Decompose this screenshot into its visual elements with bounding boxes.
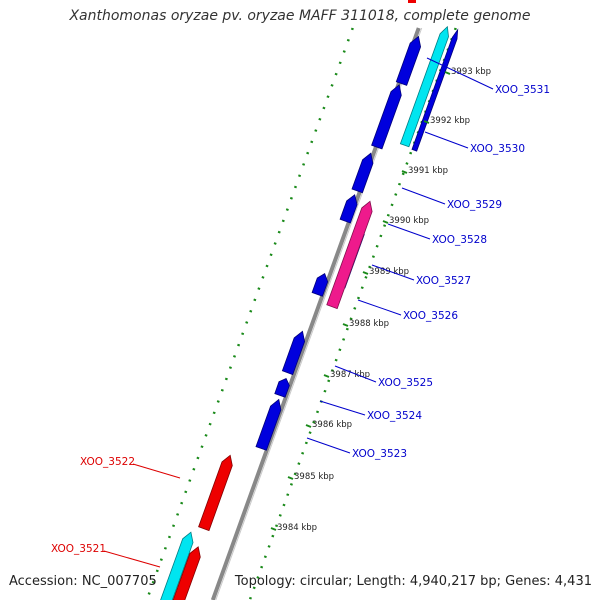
gene-arrow bbox=[339, 194, 358, 224]
gene-arrow bbox=[198, 454, 233, 532]
gene-label: XOO_3525 bbox=[378, 377, 433, 389]
gene-label-leader bbox=[371, 264, 415, 281]
gene-label-leader bbox=[401, 187, 446, 205]
gene-arrow bbox=[255, 398, 282, 451]
gene-label: XOO_3530 bbox=[470, 143, 525, 155]
gene-arrow bbox=[172, 546, 201, 600]
gene-label-leader bbox=[426, 57, 494, 90]
kbp-tick bbox=[423, 120, 430, 124]
kbp-scale-label: 3985 kbp bbox=[294, 472, 334, 482]
gene-label: XOO_3526 bbox=[403, 310, 458, 322]
gene-label-leader bbox=[319, 400, 366, 416]
outer-tick-line bbox=[248, 27, 457, 600]
gene-arrow bbox=[311, 273, 329, 297]
gene-label-leader bbox=[306, 437, 351, 454]
gene-label-leader bbox=[387, 223, 431, 240]
gene-label-leader bbox=[334, 365, 377, 383]
kbp-scale-label: 3990 kbp bbox=[389, 216, 429, 226]
kbp-scale-label: 3986 kbp bbox=[312, 420, 352, 430]
kbp-tick bbox=[305, 424, 312, 428]
topology-label: Topology: circular; Length: 4,940,217 bp… bbox=[234, 574, 592, 589]
accession-label: Accession: NC_007705 bbox=[9, 574, 157, 589]
gene-arrow bbox=[326, 200, 373, 310]
map-title: Xanthomonas oryzae pv. oryzae MAFF 31101… bbox=[69, 8, 531, 24]
gene-label: XOO_3529 bbox=[447, 199, 502, 211]
gene-label-leader bbox=[424, 131, 469, 149]
gene-label: XOO_3521 bbox=[51, 543, 106, 555]
gene-arrow bbox=[399, 25, 449, 148]
gene-arrow bbox=[411, 28, 459, 152]
gene-arrow bbox=[371, 84, 402, 150]
gene-label: XOO_3523 bbox=[352, 448, 407, 460]
kbp-scale-label: 3987 kbp bbox=[330, 370, 370, 380]
gene-label: XOO_3531 bbox=[495, 84, 550, 96]
kbp-tick bbox=[323, 374, 330, 378]
kbp-tick bbox=[362, 271, 369, 275]
kbp-tick bbox=[401, 170, 408, 174]
gene-label: XOO_3528 bbox=[432, 234, 487, 246]
gene-label-leader bbox=[103, 550, 161, 568]
gene-label-leader bbox=[357, 299, 402, 316]
kbp-scale-label: 3989 kbp bbox=[369, 267, 409, 277]
gene-label: XOO_3524 bbox=[367, 410, 422, 422]
kbp-scale-label: 3992 kbp bbox=[430, 116, 470, 126]
kbp-tick bbox=[287, 476, 294, 480]
gene-arrow-fragment bbox=[408, 0, 416, 3]
kbp-scale-label: 3993 kbp bbox=[451, 67, 491, 77]
kbp-scale-label: 3984 kbp bbox=[277, 523, 317, 533]
gene-arrow bbox=[395, 35, 422, 86]
kbp-tick bbox=[342, 323, 349, 327]
kbp-tick bbox=[270, 527, 277, 531]
gene-label: XOO_3527 bbox=[416, 275, 471, 287]
kbp-tick bbox=[444, 71, 451, 75]
kbp-scale-label: 3991 kbp bbox=[408, 166, 448, 176]
gene-label: XOO_3522 bbox=[80, 456, 135, 468]
gene-arrow bbox=[281, 330, 306, 376]
inner-tick-line bbox=[145, 27, 354, 600]
gene-arrow bbox=[160, 531, 194, 600]
kbp-scale-label: 3988 kbp bbox=[349, 319, 389, 329]
gene-arrow bbox=[351, 152, 374, 194]
gene-label-leader bbox=[132, 463, 181, 479]
kbp-tick bbox=[382, 220, 389, 224]
gene-arrow bbox=[274, 377, 290, 398]
